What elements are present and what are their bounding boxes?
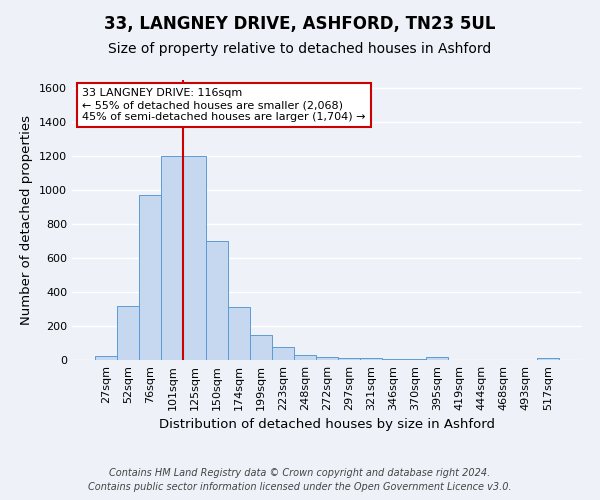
Bar — [139, 196, 161, 360]
Bar — [206, 241, 227, 360]
Y-axis label: Number of detached properties: Number of detached properties — [20, 115, 34, 325]
Bar — [360, 358, 382, 360]
Text: 33, LANGNEY DRIVE, ASHFORD, TN23 5UL: 33, LANGNEY DRIVE, ASHFORD, TN23 5UL — [104, 15, 496, 33]
Bar — [316, 356, 338, 360]
Bar — [427, 358, 448, 360]
Bar — [227, 308, 250, 360]
Bar — [382, 359, 404, 360]
Bar — [250, 334, 272, 360]
Bar — [95, 356, 117, 360]
Text: Contains HM Land Registry data © Crown copyright and database right 2024.
Contai: Contains HM Land Registry data © Crown c… — [88, 468, 512, 492]
Bar — [294, 355, 316, 360]
X-axis label: Distribution of detached houses by size in Ashford: Distribution of detached houses by size … — [159, 418, 495, 432]
Bar — [184, 156, 206, 360]
Bar — [117, 306, 139, 360]
Text: 33 LANGNEY DRIVE: 116sqm
← 55% of detached houses are smaller (2,068)
45% of sem: 33 LANGNEY DRIVE: 116sqm ← 55% of detach… — [82, 88, 366, 122]
Bar — [537, 358, 559, 360]
Text: Size of property relative to detached houses in Ashford: Size of property relative to detached ho… — [109, 42, 491, 56]
Bar — [161, 156, 184, 360]
Bar — [338, 358, 360, 360]
Bar — [272, 348, 294, 360]
